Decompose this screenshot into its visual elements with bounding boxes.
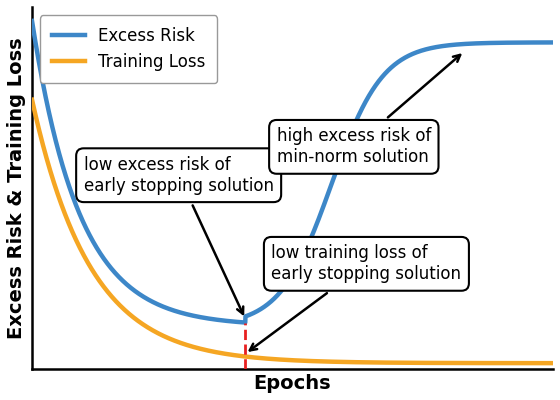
Y-axis label: Excess Risk & Training Loss: Excess Risk & Training Loss (7, 37, 26, 338)
X-axis label: Epochs: Epochs (254, 374, 331, 393)
Line: Training Loss: Training Loss (32, 100, 553, 363)
Excess Risk (282, 283, 289, 288)
Line: Excess Risk: Excess Risk (32, 21, 553, 322)
Excess Risk (535, 40, 542, 45)
Training Loss (29, 97, 35, 102)
Text: low training loss of
early stopping solution: low training loss of early stopping solu… (250, 244, 461, 350)
Training Loss (55, 194, 62, 199)
Training Loss (439, 360, 446, 365)
Training Loss (550, 361, 557, 366)
Excess Risk (268, 298, 275, 303)
Legend: Excess Risk, Training Loss: Excess Risk, Training Loss (40, 15, 217, 83)
Training Loss (268, 356, 275, 361)
Excess Risk (242, 320, 249, 325)
Training Loss (535, 361, 542, 366)
Training Loss (534, 361, 541, 366)
Training Loss (282, 358, 289, 362)
Text: high excess risk of
min-norm solution: high excess risk of min-norm solution (277, 55, 460, 166)
Excess Risk (439, 44, 446, 48)
Excess Risk (550, 40, 557, 45)
Excess Risk (55, 149, 62, 154)
Excess Risk (29, 18, 35, 23)
Excess Risk (535, 40, 542, 45)
Text: low excess risk of
early stopping solution: low excess risk of early stopping soluti… (83, 156, 274, 314)
